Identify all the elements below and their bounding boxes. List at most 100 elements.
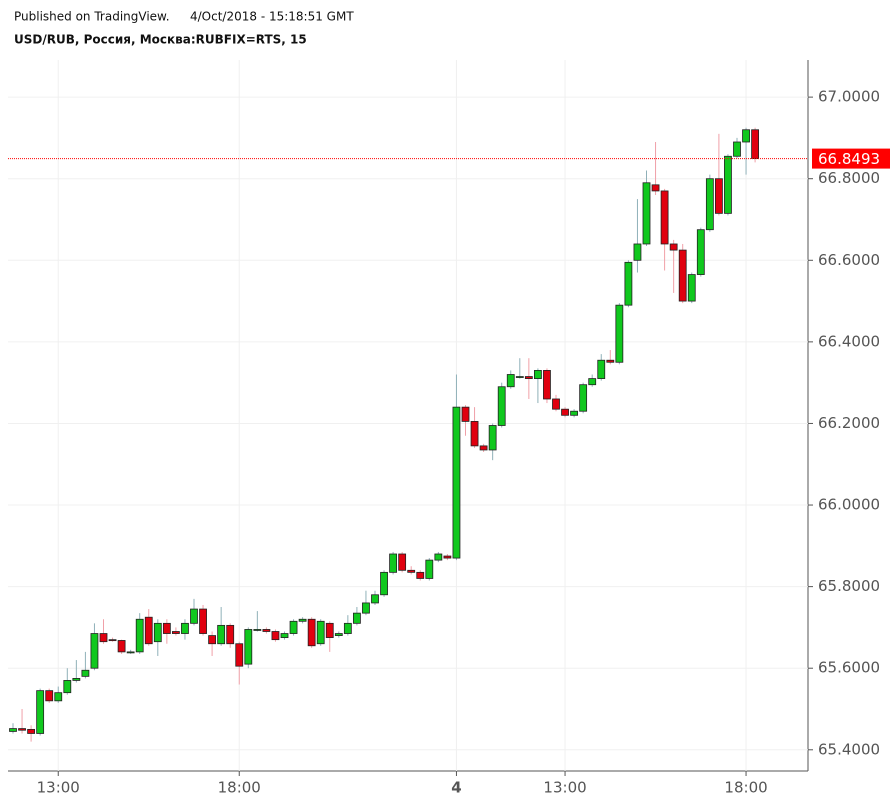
candle-body xyxy=(343,622,352,634)
candle-body xyxy=(715,178,723,214)
candle-body xyxy=(144,616,153,645)
candle-body xyxy=(352,612,361,624)
candle-body xyxy=(633,243,642,261)
candle-body xyxy=(434,553,443,561)
candle-body xyxy=(597,359,606,379)
candle-body xyxy=(135,618,144,653)
candle-body xyxy=(108,639,117,642)
candle-body xyxy=(660,190,669,245)
candle-body xyxy=(606,359,615,363)
y-tick-label: 66.8000 xyxy=(818,169,880,187)
y-tick-label: 66.6000 xyxy=(818,251,880,269)
candle-body xyxy=(298,618,307,622)
x-tick-label: 4 xyxy=(451,779,461,797)
candle-body xyxy=(534,370,542,379)
candle-body xyxy=(751,129,759,159)
candle-body xyxy=(461,406,470,422)
candle-body xyxy=(506,374,515,388)
x-tick-label: 13:00 xyxy=(543,779,586,797)
candle-body xyxy=(579,384,588,412)
candle-body xyxy=(425,559,434,579)
candle-body xyxy=(742,129,750,143)
candle-body xyxy=(45,690,54,702)
candle-body xyxy=(724,155,732,214)
candle-body xyxy=(733,141,741,157)
candle-body xyxy=(488,425,497,451)
candle-body xyxy=(54,692,63,702)
y-tick-label: 65.6000 xyxy=(818,659,880,677)
candle-body xyxy=(190,608,198,624)
candle-body xyxy=(63,680,72,694)
candle-body xyxy=(570,410,578,416)
candle-body xyxy=(624,261,633,306)
candle-body xyxy=(389,553,398,573)
candle-body xyxy=(289,620,298,634)
candle-body xyxy=(524,376,533,379)
candle-body xyxy=(334,633,343,636)
candle-body xyxy=(81,669,90,677)
candle-body xyxy=(9,728,17,732)
candle-body xyxy=(669,243,678,251)
y-tick-label: 66.0000 xyxy=(818,496,880,514)
candle-body xyxy=(398,553,407,571)
candle-body xyxy=(226,624,235,645)
candle-body xyxy=(615,304,624,363)
candle-body xyxy=(153,622,162,643)
candle-body xyxy=(262,629,271,632)
candle-body xyxy=(515,376,524,378)
candle-body xyxy=(371,594,379,604)
x-tick-label: 18:00 xyxy=(724,779,767,797)
candle-body xyxy=(380,571,388,596)
candle-body xyxy=(687,274,696,302)
candle-body xyxy=(217,624,226,645)
candle-body xyxy=(642,182,651,245)
candle-body xyxy=(705,178,714,231)
candle-body xyxy=(117,640,126,653)
candle-body xyxy=(244,629,253,665)
candle-body xyxy=(271,631,280,641)
price-box xyxy=(812,148,890,169)
y-tick-label: 65.8000 xyxy=(818,577,880,595)
candle-body xyxy=(162,622,171,634)
chart-title: USD/RUB, Россия, Москва:RUBFIX=RTS, 15 xyxy=(14,33,307,47)
y-tick-label: 66.4000 xyxy=(818,332,880,350)
price-label: 66.8493 xyxy=(818,150,880,168)
x-tick-label: 18:00 xyxy=(218,779,261,797)
candle-body xyxy=(208,635,217,645)
y-tick-label: 65.4000 xyxy=(818,740,880,758)
candle-body xyxy=(253,629,262,631)
candle-body xyxy=(307,618,316,647)
candle-body xyxy=(588,378,597,386)
candle-body xyxy=(27,728,36,734)
candle-body xyxy=(362,602,370,614)
candle-body xyxy=(126,651,135,654)
candle-body xyxy=(171,631,180,634)
candle-body xyxy=(316,620,325,645)
candle-body xyxy=(678,249,687,302)
y-tick-label: 67.0000 xyxy=(818,88,880,106)
candle-body xyxy=(452,406,461,559)
candle-body xyxy=(651,184,660,192)
candle-body xyxy=(72,678,81,681)
candle-body xyxy=(497,386,506,426)
y-tick-label: 66.2000 xyxy=(818,414,880,432)
candle-body xyxy=(443,555,452,559)
candle-body xyxy=(479,445,488,451)
x-tick-label: 13:00 xyxy=(37,779,80,797)
candle-body xyxy=(235,643,244,667)
candle-body xyxy=(325,622,334,639)
candle-body xyxy=(181,622,189,634)
candle-body xyxy=(470,421,479,447)
candle-body xyxy=(90,633,99,669)
candle-body xyxy=(561,408,569,416)
candle-body xyxy=(99,633,108,643)
candle-body xyxy=(199,608,207,634)
candle-body xyxy=(280,633,289,639)
published: Published on TradingView. xyxy=(14,10,170,24)
candle-body xyxy=(552,398,560,410)
candle-body xyxy=(36,690,45,734)
candle-body xyxy=(543,370,551,400)
candle-body xyxy=(407,569,416,573)
